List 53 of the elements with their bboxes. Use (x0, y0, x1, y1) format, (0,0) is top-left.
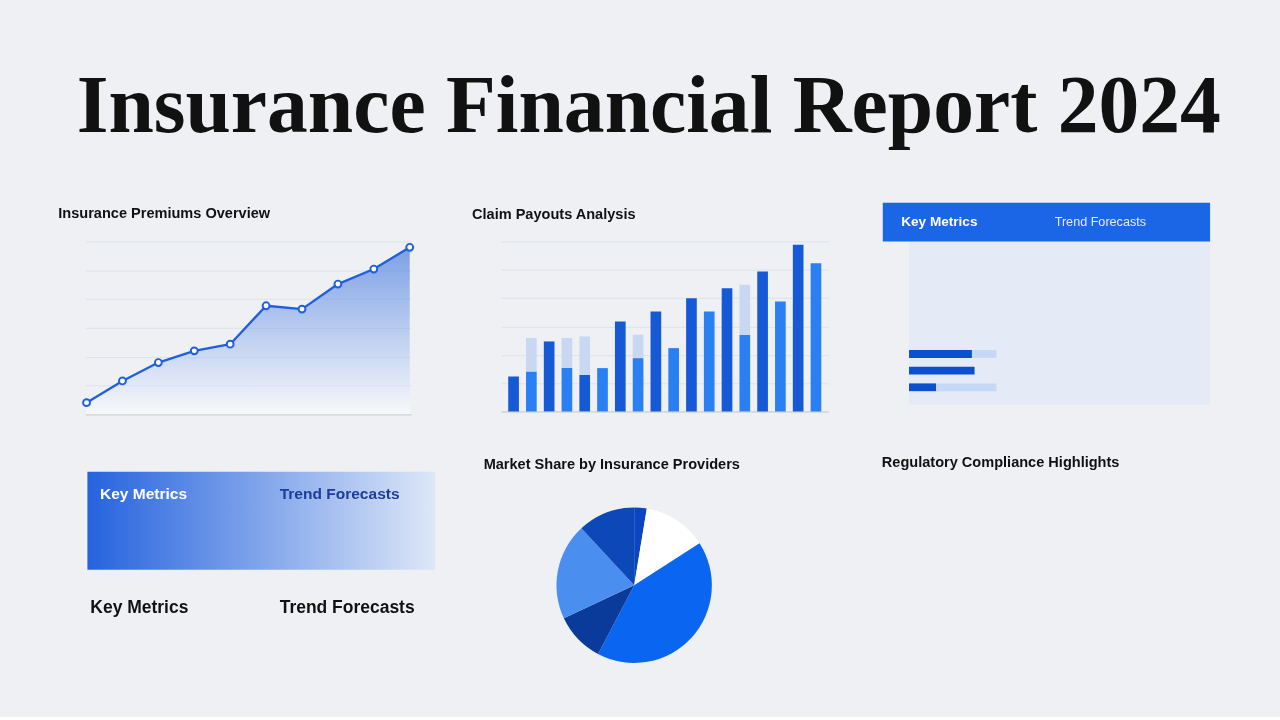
chart-title: Claim Payouts Analysis (471, 206, 636, 223)
chart-title: Market Share by Insurance Providers (483, 455, 740, 472)
bar (909, 350, 972, 358)
bar (775, 301, 786, 412)
bar (739, 334, 751, 412)
pie-slice (634, 508, 700, 586)
bar (508, 376, 519, 412)
point (297, 304, 307, 314)
bar (909, 366, 975, 375)
text: Key Metrics (100, 484, 188, 502)
bar (936, 383, 997, 392)
bar (561, 368, 573, 412)
point (261, 301, 271, 311)
chart-title: Insurance Premiums Overview (58, 204, 271, 221)
pie-slice (556, 528, 635, 619)
bar (668, 348, 679, 412)
point (189, 346, 199, 356)
text: Key Metrics (90, 597, 189, 618)
point (153, 358, 163, 367)
bar (543, 341, 555, 412)
bar (579, 374, 591, 412)
bar (632, 358, 644, 412)
text: Trend Forecasts (1054, 214, 1147, 229)
text: Insurance Financial Report 2024 (76, 58, 1221, 150)
bar (579, 336, 591, 375)
point (225, 339, 235, 349)
point (405, 242, 415, 252)
bar (650, 311, 662, 412)
point (369, 264, 379, 274)
bar (810, 263, 822, 412)
bar (526, 338, 537, 372)
text: Regulatory Compliance Highlights (881, 453, 1120, 470)
pie-slice (598, 543, 712, 663)
bar (703, 311, 715, 412)
bar (614, 321, 626, 412)
pie-slice (563, 585, 635, 655)
point (118, 376, 127, 386)
text: Trend Forecasts (279, 484, 400, 502)
bar (971, 350, 997, 358)
bar (739, 284, 751, 335)
bar (909, 383, 937, 392)
bar (597, 368, 608, 412)
bar (526, 371, 537, 412)
bar (632, 334, 644, 359)
bar (721, 288, 733, 412)
point (333, 279, 343, 289)
text: Key Metrics (901, 213, 978, 229)
bar (686, 298, 697, 412)
bar (757, 271, 768, 412)
text: Trend Forecasts (279, 597, 415, 618)
bar (792, 244, 804, 412)
point (82, 398, 91, 408)
bar (561, 338, 573, 369)
